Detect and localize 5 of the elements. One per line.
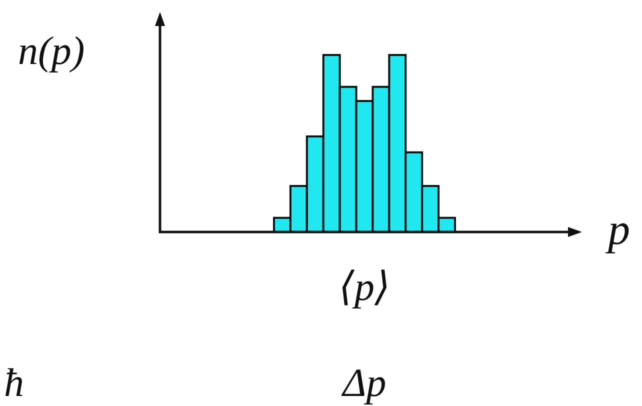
y-axis-title: n(p): [18, 28, 85, 73]
x-axis-title: p: [605, 205, 630, 254]
text: ħ: [4, 360, 24, 405]
text: ⟨p⟩: [338, 264, 390, 309]
text: Δp: [340, 360, 386, 405]
